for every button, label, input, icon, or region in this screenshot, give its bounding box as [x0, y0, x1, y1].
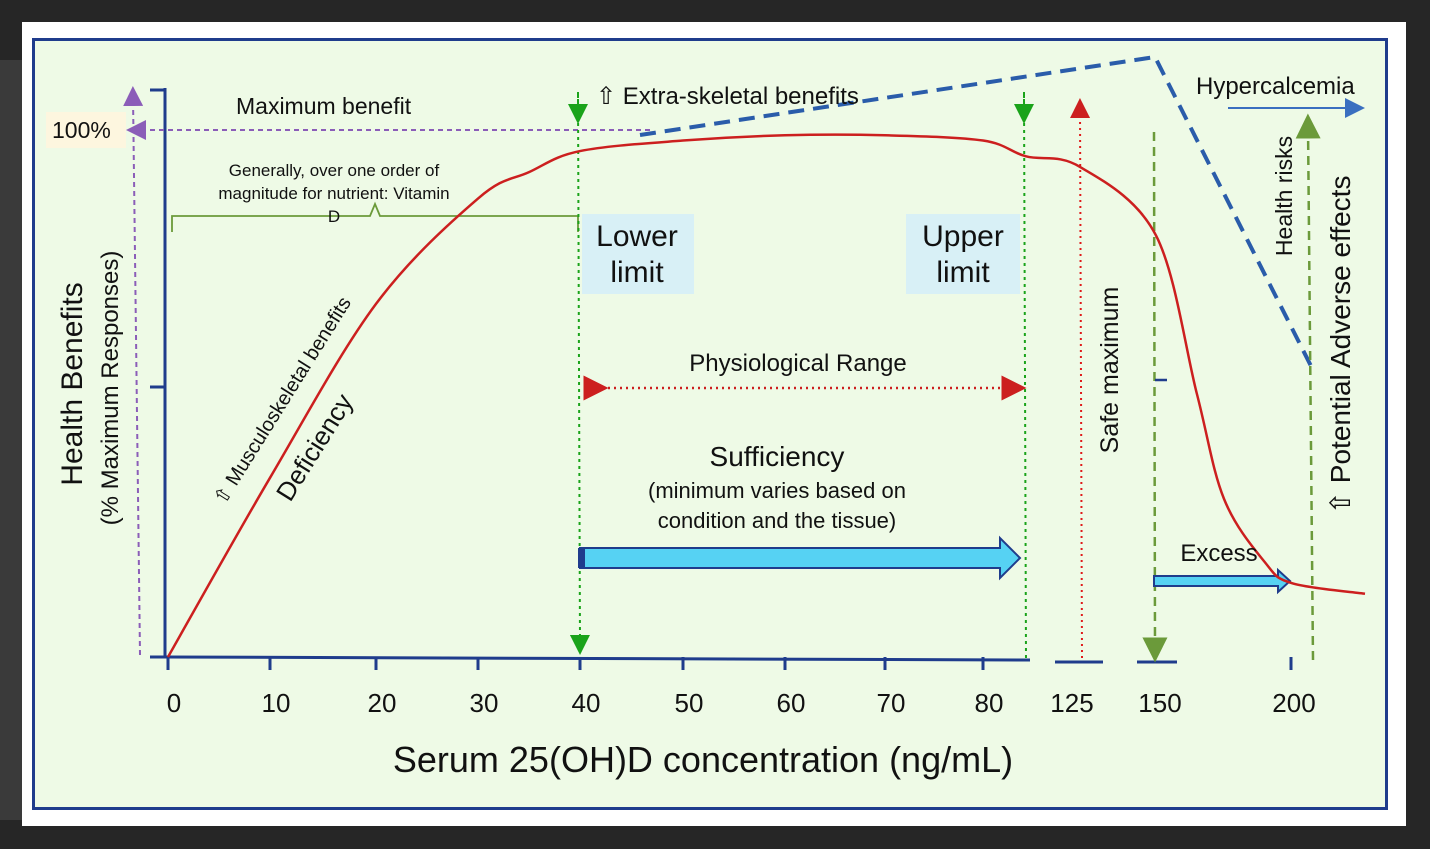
x-axis	[164, 655, 1031, 662]
y-axis-label: Health Benefits	[56, 282, 89, 485]
upper-limit-box	[906, 214, 1020, 294]
order-note-line3: D	[328, 207, 340, 226]
x-tick-labels: 0 10 20 30 40 50 60 70 80 125 150 200	[167, 688, 1316, 718]
x-axis-label: Serum 25(OH)D concentration (ng/mL)	[393, 739, 1013, 780]
x-tick-label-50: 50	[675, 688, 704, 718]
y-top-label-box	[46, 112, 126, 148]
chart-panel	[32, 38, 1388, 810]
y-axis-sublabel: (% Maximum Responses)	[97, 251, 124, 526]
x-tick-label-60: 60	[777, 688, 806, 718]
x-tick-label-0: 0	[167, 688, 181, 718]
physiological-range-label: Physiological Range	[689, 350, 906, 377]
safe-maximum-label: Safe maximum	[1096, 287, 1124, 454]
x-tick-label-150: 150	[1138, 688, 1181, 718]
sufficiency-arrow	[579, 535, 1022, 581]
lower-limit-label-2: limit	[610, 256, 664, 289]
max-benefit-label: Maximum benefit	[236, 93, 412, 119]
lower-limit-line	[569, 94, 590, 655]
health-benefit-curve	[166, 133, 1366, 658]
sufficiency-note-1: (minimum varies based on	[648, 478, 906, 503]
extra-skeletal-label: ⇧ Extra-skeletal benefits	[596, 83, 859, 110]
extra-skeletal-line	[639, 54, 1314, 369]
lower-limit-box	[582, 214, 694, 294]
excess-label: Excess	[1180, 540, 1257, 567]
lower-limit-label-1: Lower	[596, 220, 678, 253]
y-arrow-guide	[123, 86, 144, 656]
x-tick-label-20: 20	[368, 688, 397, 718]
x-tick-marks	[166, 657, 985, 670]
upper-limit-label-1: Upper	[922, 220, 1004, 253]
x-tick-label-40: 40	[572, 688, 601, 718]
x-tick-label-80: 80	[975, 688, 1004, 718]
order-note-line2: magnitude for nutrient: Vitamin	[218, 184, 449, 203]
upper-limit-line	[1023, 94, 1027, 661]
sufficiency-label: Sufficiency	[710, 441, 845, 472]
safe-maximum-line	[1070, 98, 1091, 659]
hypercalcemia-label: Hypercalcemia	[1196, 73, 1355, 100]
excess-start-line	[1142, 131, 1168, 663]
x-tick-label-125: 125	[1050, 688, 1093, 718]
excess-arrow	[1153, 567, 1292, 595]
health-risks-label: Health risks	[1271, 136, 1297, 256]
x-tick-label-30: 30	[470, 688, 499, 718]
potential-adverse-label: ⇧ Potential Adverse effects	[1325, 176, 1356, 515]
sufficiency-arrow-base	[578, 548, 585, 568]
x-tick-label-10: 10	[262, 688, 291, 718]
y-top-label: 100%	[52, 117, 111, 143]
sufficiency-note-2: condition and the tissue)	[658, 508, 897, 533]
x-tick-label-70: 70	[877, 688, 906, 718]
order-note-line1: Generally, over one order of	[229, 161, 440, 180]
adverse-effects-line	[1295, 113, 1321, 661]
order-bracket	[171, 201, 579, 232]
x-tick-label-200: 200	[1272, 688, 1315, 718]
upper-limit-label-2: limit	[936, 256, 990, 289]
